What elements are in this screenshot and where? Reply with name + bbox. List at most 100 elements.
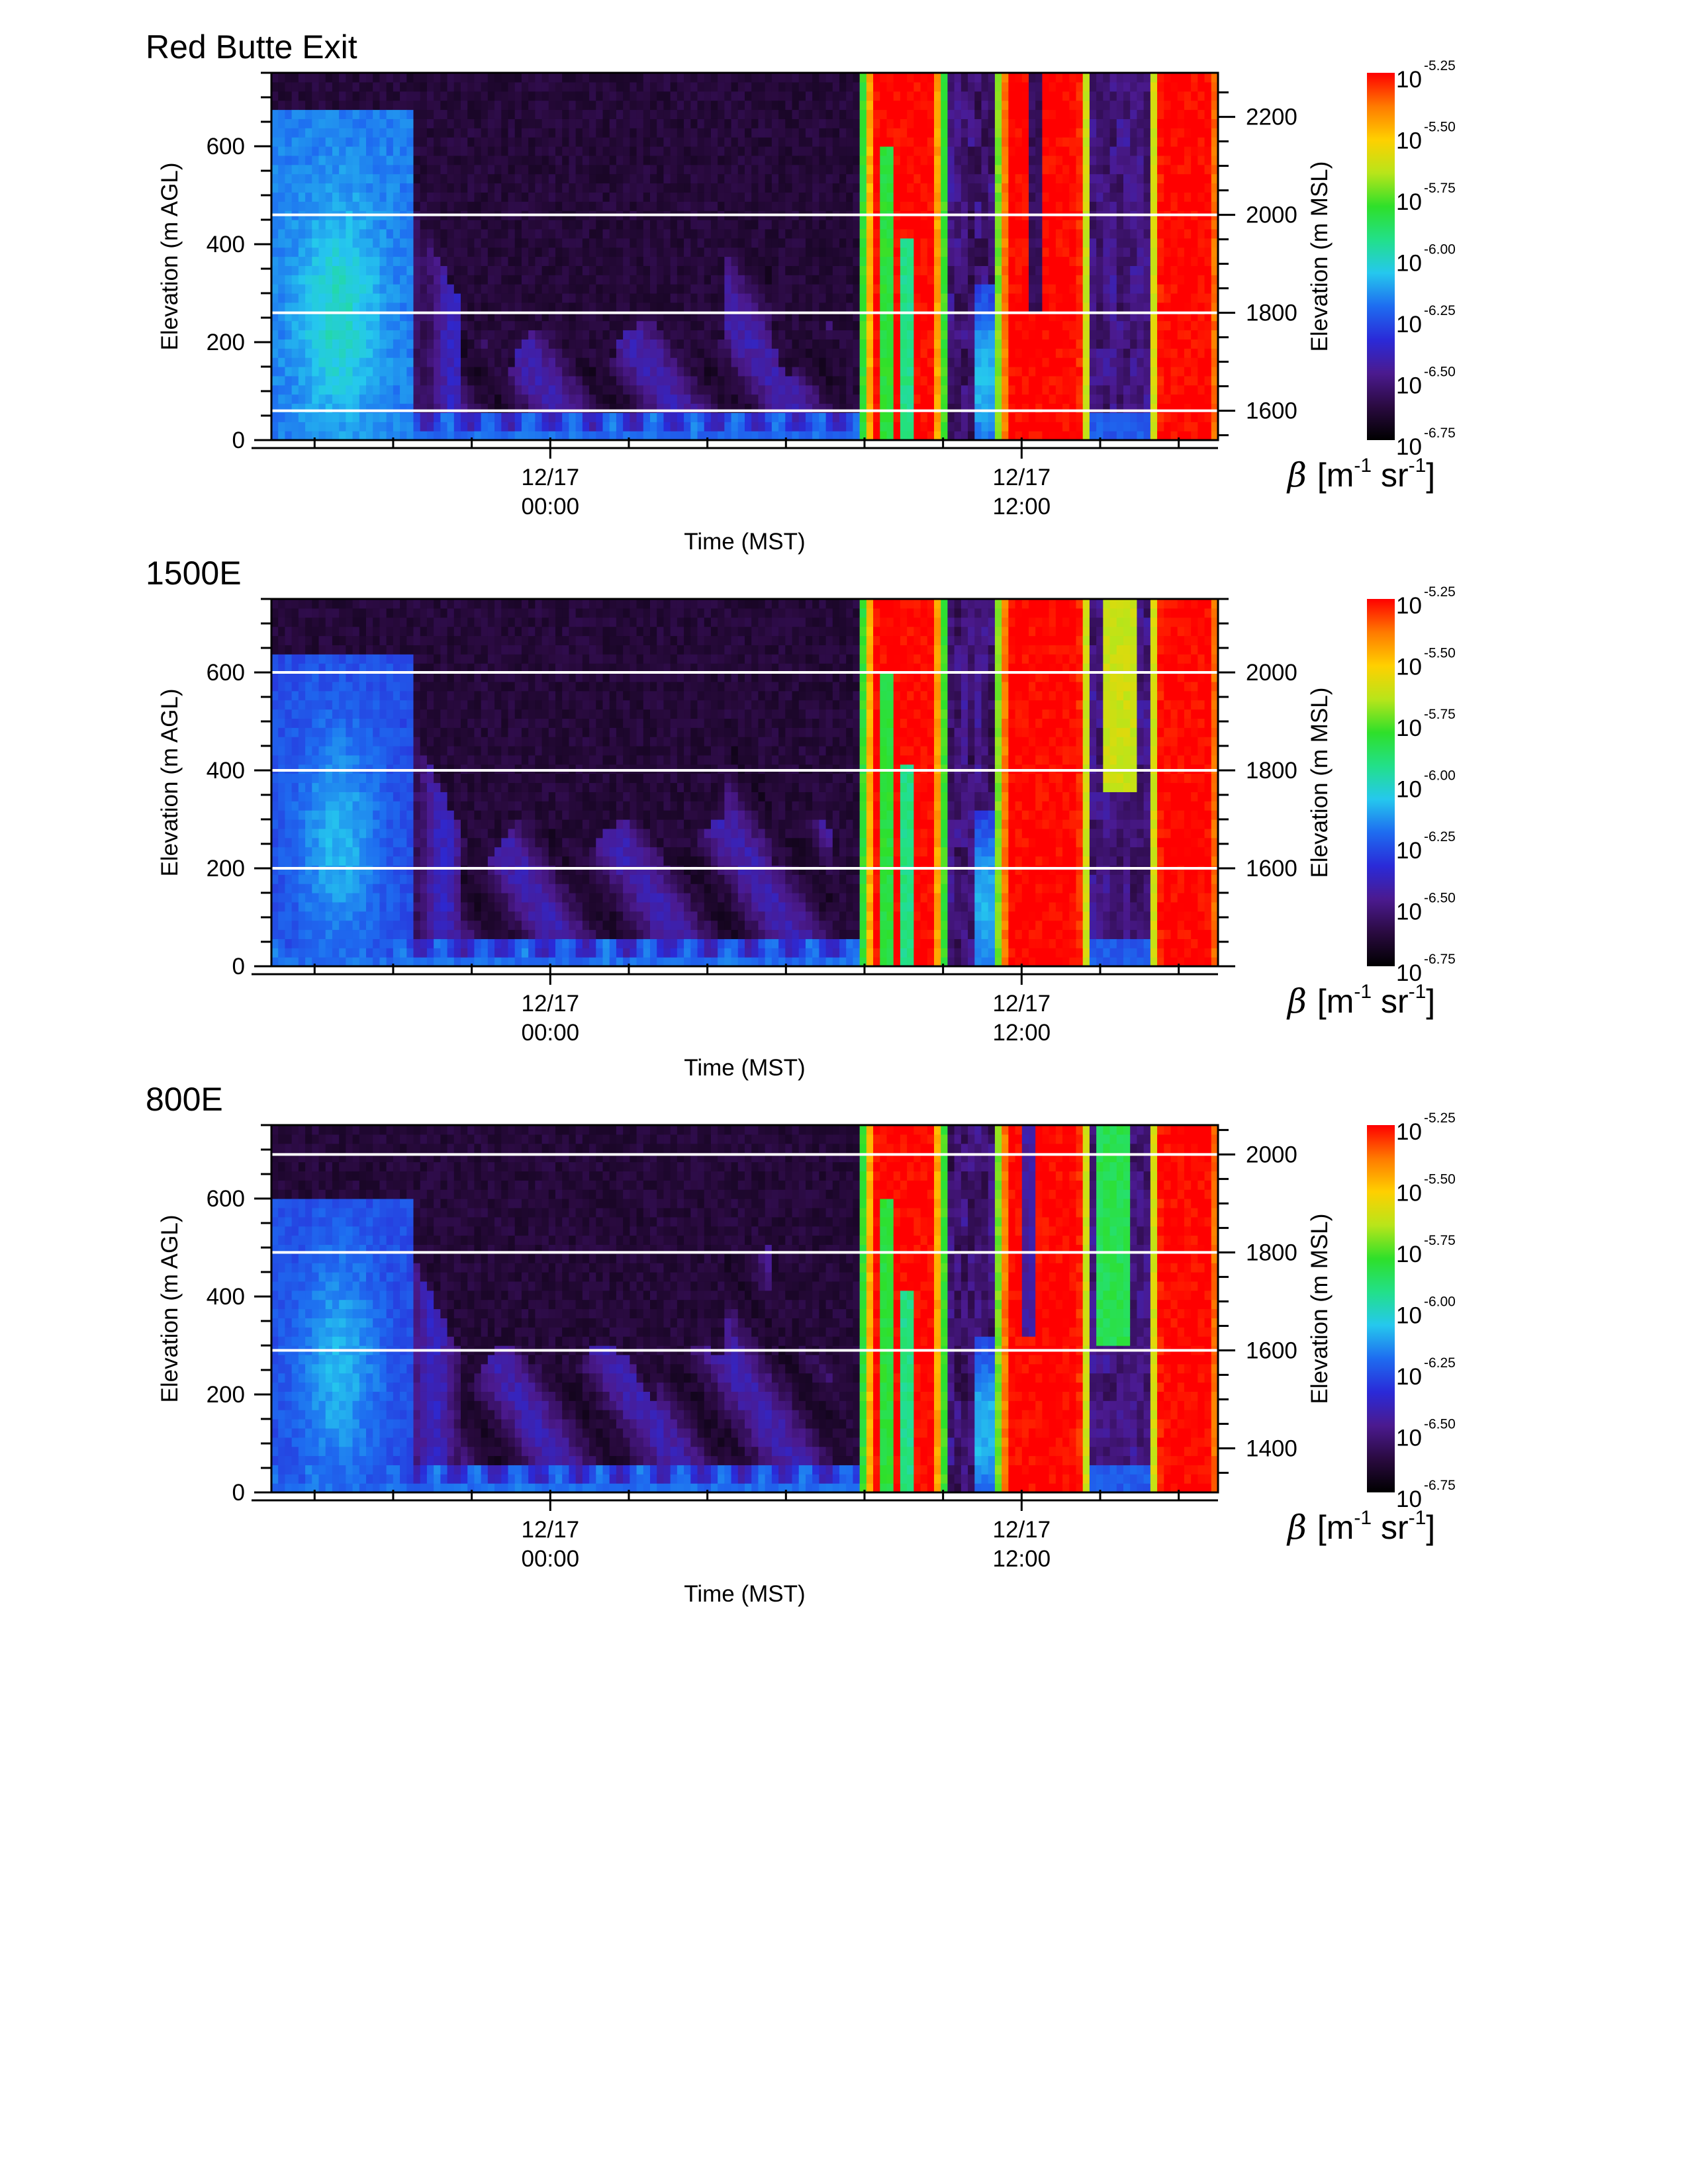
heatmap-cell xyxy=(602,265,610,275)
heatmap-cell xyxy=(758,220,766,230)
heatmap-cell xyxy=(528,183,536,193)
heatmap-cell xyxy=(792,339,800,349)
heatmap-cell xyxy=(677,357,684,367)
heatmap-cell xyxy=(596,403,604,413)
heatmap-cell xyxy=(339,431,346,441)
heatmap-cell xyxy=(548,91,556,101)
heatmap-cell xyxy=(677,247,684,257)
heatmap-cell xyxy=(636,311,644,322)
heatmap-cell xyxy=(839,137,847,147)
heatmap-cell xyxy=(373,284,381,294)
heatmap-cell xyxy=(704,220,712,230)
heatmap-cell xyxy=(1089,247,1097,257)
heatmap-cell xyxy=(745,394,752,404)
heatmap-cell xyxy=(528,192,536,202)
heatmap-cell xyxy=(778,394,786,404)
heatmap-cell xyxy=(920,238,928,248)
heatmap-cell xyxy=(684,330,691,340)
heatmap-cell xyxy=(291,155,299,165)
heatmap-cell xyxy=(731,201,739,211)
heatmap-cell xyxy=(710,81,718,92)
heatmap-cell xyxy=(920,100,928,111)
heatmap-cell xyxy=(745,385,752,395)
heatmap-cell xyxy=(453,256,461,266)
heatmap-cell xyxy=(643,302,651,312)
heatmap-cell xyxy=(1082,311,1090,322)
heatmap-cell xyxy=(718,385,725,395)
heatmap-cell xyxy=(880,275,888,285)
heatmap-cell xyxy=(785,100,793,111)
heatmap-cell xyxy=(609,422,617,432)
heatmap-cell xyxy=(332,118,340,128)
heatmap-cell xyxy=(663,155,671,165)
heatmap-cell xyxy=(805,247,813,257)
heatmap-cell xyxy=(514,375,522,386)
heatmap-cell xyxy=(569,183,577,193)
heatmap-cell xyxy=(1055,118,1063,128)
heatmap-cell xyxy=(589,155,596,165)
heatmap-cell xyxy=(690,339,698,349)
heatmap-cell xyxy=(968,173,975,184)
heatmap-cell xyxy=(1015,293,1023,303)
heatmap-cell xyxy=(819,385,827,395)
heatmap-cell xyxy=(690,357,698,367)
heatmap-cell xyxy=(751,330,759,340)
heatmap-cell xyxy=(325,183,333,193)
heatmap-cell xyxy=(697,173,705,184)
heatmap-cell xyxy=(379,109,387,119)
heatmap-cell xyxy=(494,228,502,239)
heatmap-cell xyxy=(1055,183,1063,193)
heatmap-cell xyxy=(690,311,698,322)
heatmap-cell xyxy=(461,256,468,266)
heatmap-cell xyxy=(920,330,928,340)
heatmap-cell xyxy=(677,228,684,239)
heatmap-cell xyxy=(285,155,293,165)
heatmap-cell xyxy=(1109,275,1117,285)
heatmap-cell xyxy=(914,247,921,257)
heatmap-cell xyxy=(731,357,739,367)
heatmap-cell xyxy=(271,164,279,175)
heatmap-cell xyxy=(643,238,651,248)
heatmap-cell xyxy=(934,357,941,367)
heatmap-cell xyxy=(271,81,279,92)
heatmap-cell xyxy=(481,164,489,175)
heatmap-cell xyxy=(1015,164,1023,175)
heatmap-cell xyxy=(914,201,921,211)
heatmap-cell xyxy=(825,385,833,395)
heatmap-cell xyxy=(785,220,793,230)
heatmap-cell xyxy=(602,302,610,312)
heatmap-cell xyxy=(366,201,373,211)
heatmap-cell xyxy=(968,275,975,285)
heatmap-cell xyxy=(1062,375,1070,386)
heatmap-cell xyxy=(474,311,482,322)
heatmap-cell xyxy=(440,302,448,312)
heatmap-cell xyxy=(630,91,637,101)
heatmap-cell xyxy=(710,302,718,312)
heatmap-cell xyxy=(920,201,928,211)
heatmap-cell xyxy=(853,192,861,202)
heatmap-cell xyxy=(339,348,346,358)
heatmap-cell xyxy=(453,228,461,239)
heatmap-cell xyxy=(569,367,577,377)
heatmap-cell xyxy=(961,192,968,202)
heatmap-cell xyxy=(420,155,428,165)
heatmap-cell xyxy=(508,128,516,138)
heatmap-cell xyxy=(1029,128,1036,138)
heatmap-cell xyxy=(907,238,914,248)
heatmap-cell xyxy=(968,265,975,275)
heatmap-cell xyxy=(657,247,665,257)
heatmap-cell xyxy=(961,100,968,111)
heatmap-cell xyxy=(920,146,928,156)
heatmap-cell xyxy=(291,220,299,230)
heatmap-cell xyxy=(812,118,820,128)
heatmap-cell xyxy=(589,348,596,358)
heatmap-cell xyxy=(704,91,712,101)
heatmap-cell xyxy=(1029,275,1036,285)
heatmap-cell xyxy=(373,302,381,312)
heatmap-cell xyxy=(630,339,637,349)
heatmap-cell xyxy=(494,91,502,101)
heatmap-cell xyxy=(771,412,779,422)
heatmap-cell xyxy=(1008,293,1016,303)
heatmap-cell xyxy=(907,192,914,202)
heatmap-cell xyxy=(602,220,610,230)
